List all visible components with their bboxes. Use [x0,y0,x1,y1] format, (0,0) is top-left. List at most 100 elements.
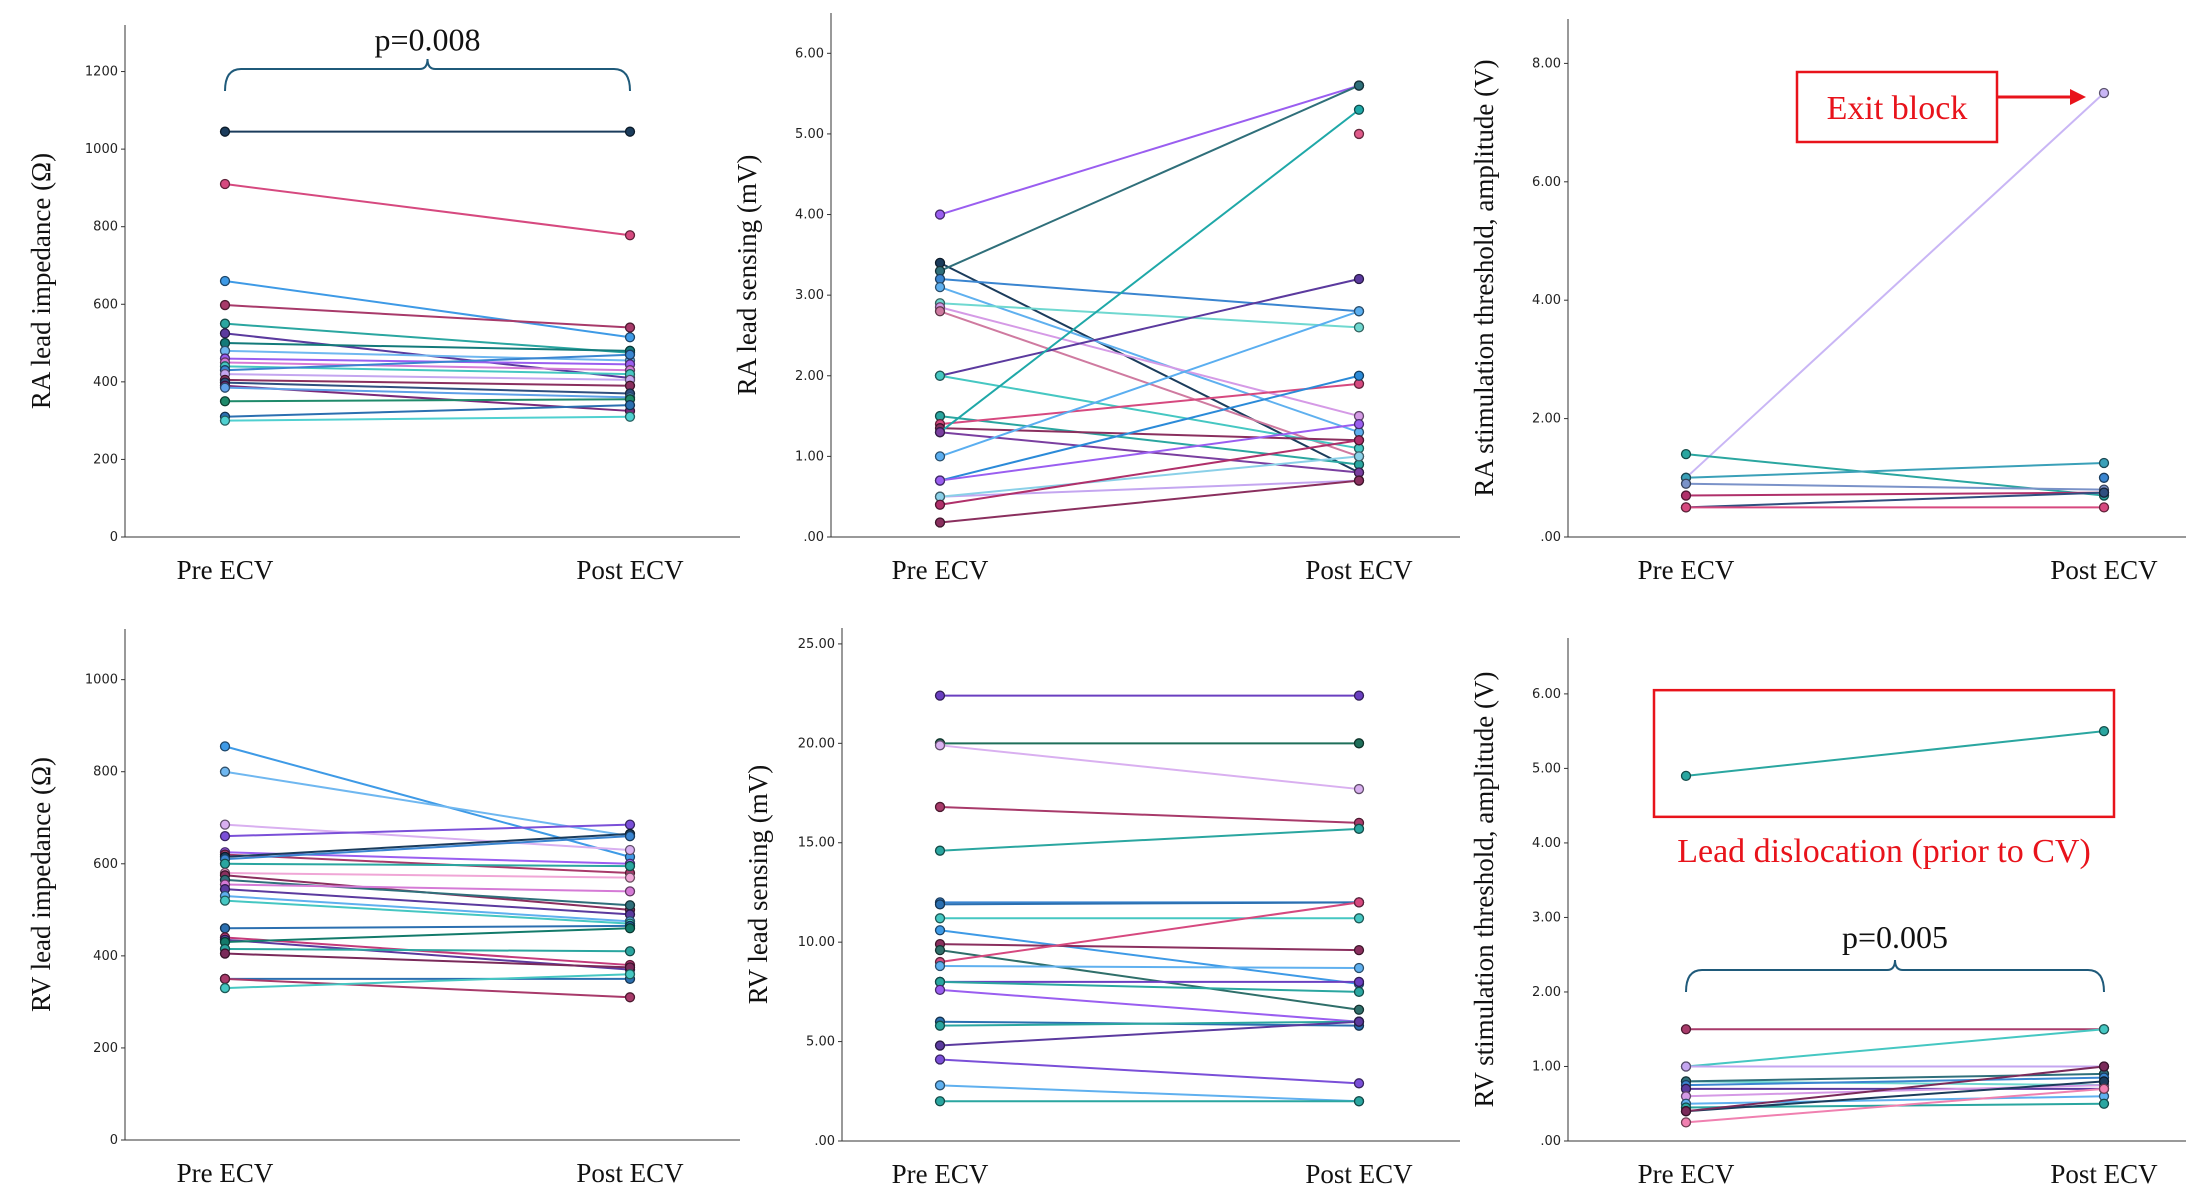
series-line [1685,462,2105,479]
data-point [934,944,946,956]
series-line [939,901,1360,906]
series-line [1685,730,2105,777]
series-line [939,455,1360,498]
series-line [939,278,1360,377]
x-category-label: Post ECV [576,555,684,585]
y-axis-title: RV lead impedance (Ω) [26,757,56,1012]
series-line [224,378,631,387]
y-tick-label: .00 [803,530,824,545]
data-point [624,900,636,911]
series-line [939,949,1360,1011]
data-point [219,415,231,426]
series-line [1685,1076,2105,1087]
y-tick-label: 15.00 [798,836,835,851]
data-point [1680,448,1692,460]
y-tick-label: .00 [1540,1134,1561,1149]
y-tick-label: 2.00 [1532,985,1561,1000]
data-point [624,886,636,897]
significance-bracket [1685,959,2105,992]
y-tick-label: 1200 [85,65,118,80]
significance-bracket [224,58,631,91]
data-point [2098,87,2110,99]
y-tick-label: .00 [814,1134,835,1149]
annotation-label: Exit block [1827,90,1968,127]
data-point [1353,986,1365,998]
data-point [934,925,946,936]
series-line [939,929,1360,985]
data-point [1353,475,1365,486]
data-point [934,913,946,924]
x-category-label: Post ECV [2050,1159,2158,1189]
data-point [1353,418,1365,430]
data-point [1353,370,1365,381]
series-line [224,973,631,990]
series-line [939,827,1360,852]
series-line [1685,1087,2105,1124]
series-line [224,878,631,907]
annotation-box [1652,688,2116,819]
series-line [939,286,1360,434]
data-point [219,948,231,959]
series-line [224,342,631,352]
series-line [224,823,631,851]
x-category-label: Pre ECV [177,555,274,585]
data-point [934,1054,946,1065]
series-line [224,977,631,999]
y-tick-label: 8.00 [1532,56,1561,71]
series-line [939,1020,1360,1027]
data-point [934,690,946,701]
series-line [939,943,1360,952]
x-category-label: Pre ECV [892,1159,989,1189]
annotation-arrowhead [2070,89,2086,105]
series-line [224,947,631,953]
data-point [934,281,946,293]
data-point [624,322,636,333]
data-point [1353,897,1365,908]
data-point [219,318,231,329]
data-point [934,845,946,856]
series-line [1685,1072,2105,1083]
data-point [219,895,231,906]
y-tick-label: 4.00 [795,208,824,223]
data-point [624,819,636,830]
data-point [2098,1024,2110,1035]
y-tick-label: 800 [93,765,118,780]
series-line [224,398,631,403]
series-line [224,895,631,923]
series-line [939,302,1360,329]
data-point [219,126,231,137]
y-tick-label: 800 [93,220,118,235]
y-tick-label: 400 [93,949,118,964]
data-point [219,858,231,869]
series-line [224,871,631,879]
data-point [219,178,231,190]
data-point [934,517,946,528]
y-tick-label: 1.00 [795,449,824,464]
chart-svg: .00 2.00 4.00 6.00 8.00 Pre ECV Post ECV RA sti… [1469,19,2186,585]
data-point [219,382,231,393]
series-line [224,183,631,237]
series-line [1685,1028,2105,1068]
x-category-label: Post ECV [1305,1159,1413,1189]
y-axis-title: RV lead sensing (mV) [743,765,773,1005]
data-point [1353,435,1365,446]
data-point [1353,1096,1365,1107]
series-line [224,415,631,422]
series-line [224,381,631,395]
x-category-label: Post ECV [1305,555,1413,585]
data-point [1353,104,1365,115]
series-line [939,310,1360,458]
annotation-box [1795,70,1999,144]
series-line [1685,482,2105,491]
series-line [224,373,631,381]
y-tick-label: 6.00 [1532,687,1561,702]
series-line [224,353,631,372]
data-point [934,1080,946,1091]
series-line [224,832,631,858]
data-point [1353,976,1365,988]
chart-rv-threshold: .00 1.00 2.00 3.00 4.00 5.00 6.00 Pre ECV Post E… [1469,600,2200,1194]
data-point [2098,502,2110,513]
data-point [934,499,946,510]
series-line [224,280,631,339]
